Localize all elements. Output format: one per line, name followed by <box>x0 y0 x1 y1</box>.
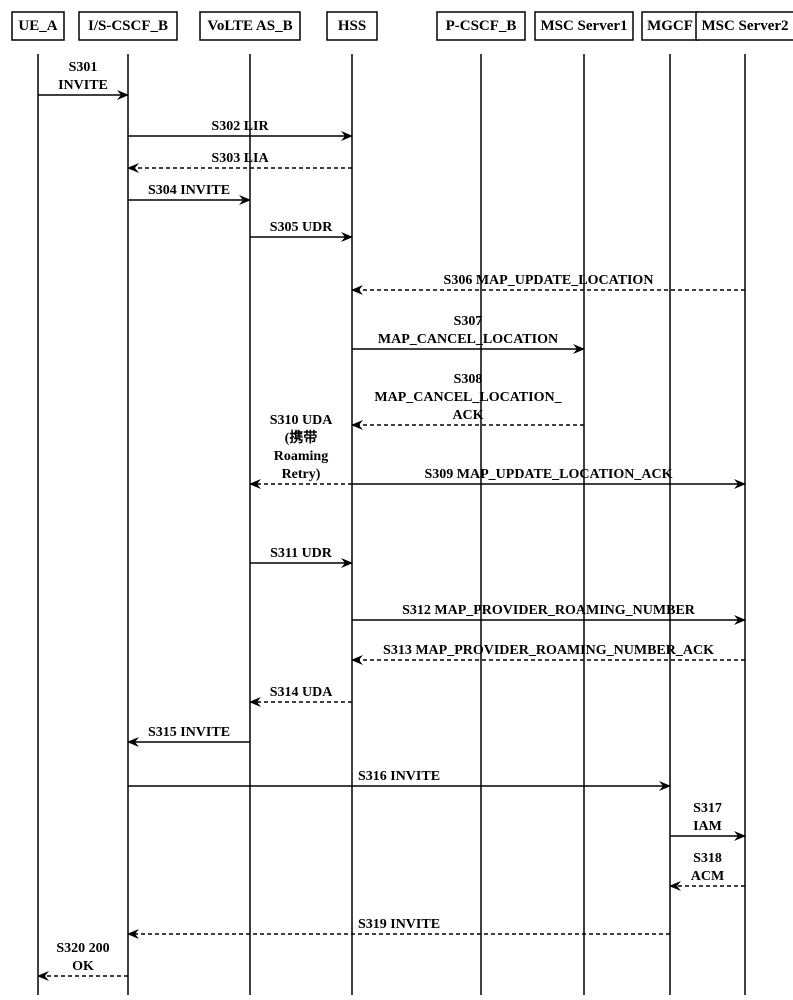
message-label-s312: S312 MAP_PROVIDER_ROAMING_NUMBER <box>402 603 696 618</box>
message-label-s311: S311 UDR <box>270 546 333 561</box>
participant-label-hss: HSS <box>338 18 366 34</box>
lifelines <box>38 54 745 995</box>
message-label-s319: S319 INVITE <box>358 917 440 932</box>
participant-label-ue_a: UE_A <box>18 18 57 34</box>
message-label-s308-1: MAP_CANCEL_LOCATION_ <box>374 390 562 405</box>
message-label-s302: S302 LIR <box>211 119 269 134</box>
message-label-s306: S306 MAP_UPDATE_LOCATION <box>444 273 654 288</box>
message-label-s305: S305 UDR <box>270 220 334 235</box>
participants: UE_A I/S-CSCF_B VoLTE AS_B HSS P-CSCF_B MSC S… <box>12 12 793 40</box>
message-label-s307-0: S307 <box>454 314 483 329</box>
message-label-s310-2: Roaming <box>274 449 328 464</box>
message-label-s308-0: S308 <box>454 372 483 387</box>
message-label-s316: S316 INVITE <box>358 769 440 784</box>
message-label-s310-1: (携带 <box>285 429 318 446</box>
message-label-s310-3: Retry) <box>282 467 321 482</box>
message-label-s320-0: S320 200 <box>56 941 109 956</box>
message-label-s317-1: IAM <box>693 819 722 834</box>
message-label-s310-0: S310 UDA <box>270 413 334 428</box>
message-label-s303: S303 LIA <box>211 151 269 166</box>
message-label-s315: S315 INVITE <box>148 725 230 740</box>
message-label-s301-1: INVITE <box>58 78 108 93</box>
message-label-s304: S304 INVITE <box>148 183 230 198</box>
message-label-s301-0: S301 <box>69 60 98 75</box>
message-label-s318-0: S318 <box>693 851 722 866</box>
participant-label-mgcf: MGCF <box>647 18 693 34</box>
participant-label-as_b: VoLTE AS_B <box>207 18 292 34</box>
message-label-s307-1: MAP_CANCEL_LOCATION <box>378 332 558 347</box>
messages: S301 INVITE S302 LIR S303 LIA S304 INVITE S30… <box>38 60 745 976</box>
message-label-s318-1: ACM <box>691 869 724 884</box>
participant-label-cscf_b: I/S-CSCF_B <box>88 18 168 34</box>
message-label-s314: S314 UDA <box>270 685 334 700</box>
message-label-s317-0: S317 <box>693 801 722 816</box>
message-label-s308-2: ACK <box>452 408 483 423</box>
participant-label-msc1: MSC Server1 <box>540 18 627 34</box>
message-label-s309: S309 MAP_UPDATE_LOCATION_ACK <box>425 467 673 482</box>
message-label-s320-1: OK <box>72 959 94 974</box>
participant-label-msc2: MSC Server2 <box>701 18 788 34</box>
participant-label-pcscf_b: P-CSCF_B <box>446 18 517 34</box>
message-label-s313: S313 MAP_PROVIDER_ROAMING_NUMBER_ACK <box>383 643 714 658</box>
sequence-diagram: UE_A I/S-CSCF_B VoLTE AS_B HSS P-CSCF_B MSC S… <box>0 0 793 1000</box>
